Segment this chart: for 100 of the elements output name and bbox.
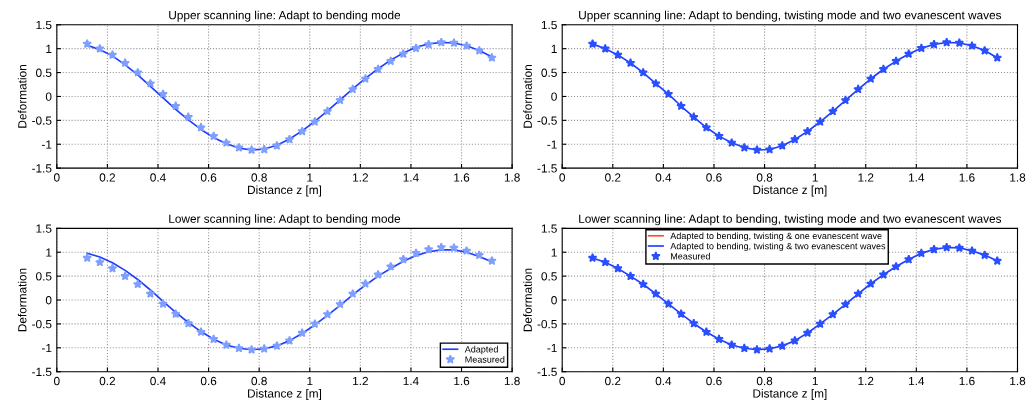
point bbox=[272, 340, 282, 351]
point bbox=[145, 78, 156, 88]
point bbox=[929, 244, 939, 254]
point bbox=[941, 37, 952, 47]
x-tick-label: 0.8 bbox=[756, 173, 773, 182]
point bbox=[297, 126, 307, 136]
point bbox=[764, 144, 775, 154]
point bbox=[613, 49, 623, 60]
y-tick-label: -1.5 bbox=[32, 367, 52, 377]
point bbox=[82, 252, 92, 263]
point bbox=[853, 84, 863, 94]
point bbox=[790, 134, 800, 144]
point bbox=[802, 327, 813, 338]
y-tick-label: 0.5 bbox=[36, 68, 52, 77]
point bbox=[714, 131, 724, 141]
point bbox=[941, 242, 952, 252]
x-tick-label: 1.6 bbox=[959, 376, 975, 386]
point bbox=[663, 89, 674, 99]
point bbox=[638, 279, 648, 289]
chart-title: Upper scanning line: Adapt to bending mode bbox=[169, 10, 401, 22]
point bbox=[979, 250, 990, 260]
y-tick-label: -1.5 bbox=[537, 367, 557, 377]
y-tick-label: 0 bbox=[45, 92, 52, 101]
point bbox=[411, 248, 421, 258]
point bbox=[638, 67, 648, 77]
point bbox=[739, 343, 750, 353]
x-tick-label: 0.2 bbox=[99, 376, 116, 386]
y-tick-label: 0.5 bbox=[541, 272, 557, 281]
x-tick-label: 1 bbox=[812, 173, 818, 182]
chart-title: Lower scanning line: Adapt to bending mode bbox=[169, 214, 401, 226]
point bbox=[954, 37, 965, 48]
point bbox=[360, 73, 371, 83]
point bbox=[739, 142, 750, 152]
point bbox=[929, 39, 939, 49]
x-axis-title: Distance z [m] bbox=[753, 185, 827, 197]
point bbox=[385, 261, 396, 271]
point bbox=[916, 248, 927, 258]
point bbox=[650, 78, 661, 88]
point bbox=[335, 95, 345, 105]
point bbox=[663, 298, 674, 309]
point bbox=[120, 271, 130, 281]
x-tick-label: 1 bbox=[307, 376, 313, 386]
point bbox=[373, 64, 383, 74]
point bbox=[436, 242, 447, 252]
point bbox=[310, 318, 320, 329]
point bbox=[726, 339, 737, 350]
x-tick-label: 1.2 bbox=[353, 173, 368, 182]
point bbox=[916, 43, 927, 53]
point bbox=[891, 56, 901, 66]
point bbox=[992, 52, 1003, 62]
x-tick-label: 1.4 bbox=[909, 173, 925, 182]
x-tick-label: 1.8 bbox=[1010, 376, 1026, 386]
x-tick-label: 0.4 bbox=[150, 376, 166, 386]
x-tick-label: 0.4 bbox=[655, 173, 672, 182]
point bbox=[650, 288, 661, 299]
x-tick-label: 0 bbox=[53, 376, 60, 386]
point bbox=[587, 38, 598, 49]
point bbox=[853, 288, 863, 299]
x-tick-label: 1.6 bbox=[454, 173, 470, 182]
point bbox=[461, 245, 472, 256]
legend-label: Adapted bbox=[464, 345, 498, 355]
point bbox=[701, 122, 712, 132]
point bbox=[183, 318, 194, 328]
point bbox=[208, 131, 219, 141]
point bbox=[82, 38, 92, 49]
point bbox=[600, 43, 611, 53]
point bbox=[449, 37, 459, 48]
y-tick-label: 0.5 bbox=[36, 272, 52, 281]
point bbox=[221, 137, 232, 148]
x-tick-label: 1 bbox=[812, 376, 818, 386]
point bbox=[132, 279, 143, 289]
point bbox=[600, 257, 611, 267]
y-tick-label: -1.5 bbox=[537, 164, 557, 173]
x-tick-label: 0.8 bbox=[251, 173, 267, 182]
x-tick-label: 1.4 bbox=[909, 376, 925, 386]
y-tick-label: -0.5 bbox=[537, 319, 557, 329]
legend-label: Adapted to bending, twisting & two evanescent waves bbox=[670, 242, 886, 252]
point bbox=[764, 343, 775, 353]
point bbox=[107, 49, 118, 60]
point bbox=[752, 144, 762, 155]
point bbox=[170, 101, 181, 111]
point bbox=[865, 73, 876, 83]
y-axis-title: Deformation bbox=[523, 268, 532, 332]
y-tick-label: 1 bbox=[551, 44, 557, 53]
point bbox=[322, 309, 333, 319]
point bbox=[398, 48, 409, 59]
y-tick-label: 1 bbox=[46, 248, 52, 257]
y-axis-title: Deformation bbox=[17, 65, 27, 128]
chart-title: Upper scanning line: Adapt to bending, twisting mode and two evanescent waves bbox=[579, 10, 1002, 22]
point bbox=[613, 263, 623, 273]
point bbox=[954, 242, 965, 253]
x-tick-label: 0.8 bbox=[756, 376, 773, 386]
point bbox=[726, 137, 737, 148]
x-tick-label: 1.4 bbox=[403, 376, 419, 386]
x-tick-label: 1.6 bbox=[959, 173, 975, 182]
x-tick-label: 0.6 bbox=[706, 376, 722, 386]
point bbox=[878, 269, 889, 279]
point bbox=[208, 334, 219, 344]
y-tick-label: 0 bbox=[551, 296, 557, 305]
point bbox=[474, 45, 485, 55]
